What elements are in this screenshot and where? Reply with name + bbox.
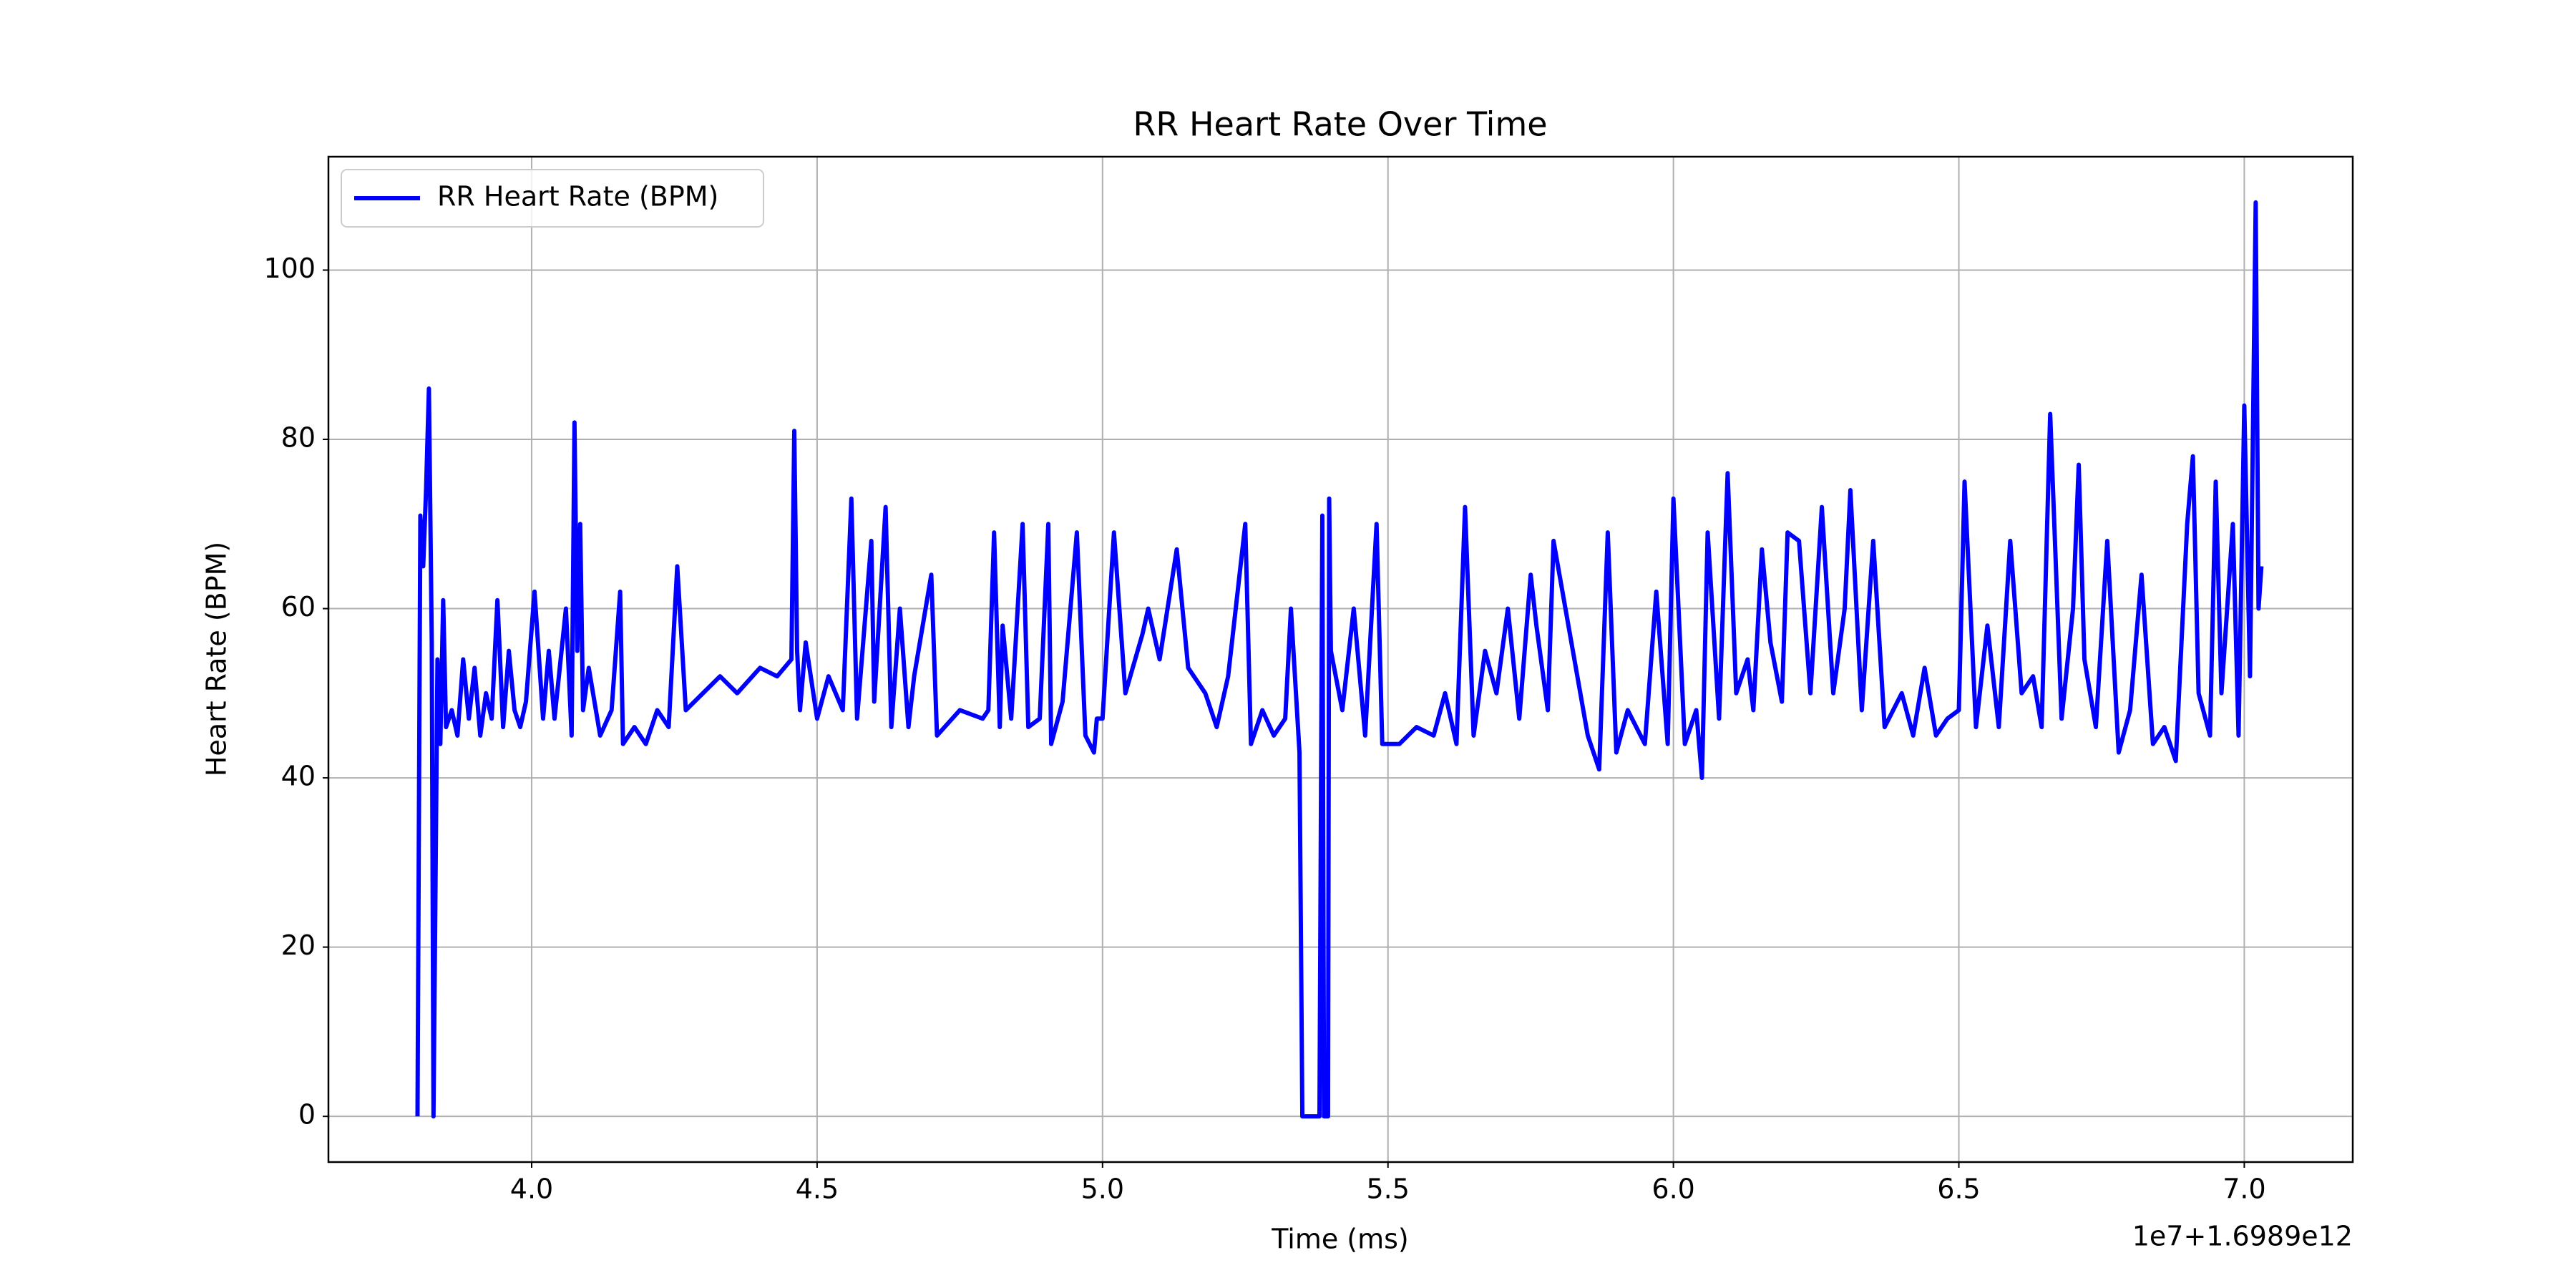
x-tick-label: 4.0 bbox=[510, 1174, 553, 1205]
data-line bbox=[415, 200, 2264, 1119]
x-offset-label: 1e7+1.6989e12 bbox=[2132, 1221, 2353, 1252]
x-tick-label: 5.5 bbox=[1366, 1174, 1409, 1205]
x-tick-label: 6.5 bbox=[1937, 1174, 1980, 1205]
legend-label: RR Heart Rate (BPM) bbox=[437, 181, 718, 213]
y-tick-label: 0 bbox=[298, 1099, 316, 1131]
grid bbox=[328, 157, 2353, 1162]
plot-frame bbox=[327, 155, 2354, 1163]
x-tick-label: 7.0 bbox=[2223, 1174, 2265, 1205]
x-tick-label: 4.5 bbox=[796, 1174, 839, 1205]
x-tick-label: 6.0 bbox=[1652, 1174, 1694, 1205]
y-tick-label: 100 bbox=[263, 253, 316, 284]
x-tick-label: 5.0 bbox=[1081, 1174, 1124, 1205]
y-tick-label: 20 bbox=[281, 930, 316, 961]
y-tick-label: 60 bbox=[281, 591, 316, 623]
legend-box bbox=[341, 169, 764, 228]
y-axis-label: Heart Rate (BPM) bbox=[201, 542, 233, 776]
x-axis-label: Time (ms) bbox=[1271, 1224, 1409, 1255]
y-tick-label: 40 bbox=[281, 761, 316, 792]
y-tick-label: 80 bbox=[281, 422, 316, 454]
legend: RR Heart Rate (BPM) bbox=[341, 169, 764, 228]
chart-title: RR Heart Rate Over Time bbox=[1133, 105, 1547, 144]
